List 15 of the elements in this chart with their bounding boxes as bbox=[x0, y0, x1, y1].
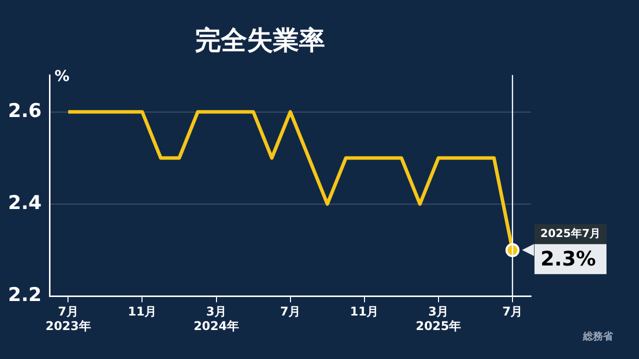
y-tick-label: 2.6 bbox=[8, 100, 42, 122]
x-tick-label: 11月 bbox=[128, 304, 157, 319]
x-tick-label: 3月 2024年 bbox=[194, 304, 239, 333]
x-tick-label: 7月 bbox=[502, 304, 523, 319]
y-axis-title: % bbox=[54, 66, 70, 85]
chart-title: 完全失業率 bbox=[195, 26, 325, 56]
text: 2025年7月 bbox=[540, 226, 601, 240]
x-tick-label: 7月 2023年 bbox=[45, 304, 91, 333]
y-tick-label: 2.4 bbox=[8, 192, 42, 214]
x-tick-label: 3月 2025年 bbox=[416, 304, 462, 333]
y-tick-label: 2.2 bbox=[8, 284, 42, 306]
x-tick-label: 7月 bbox=[280, 304, 301, 319]
text: 総務省 bbox=[582, 330, 614, 343]
x-tick-label: 11月 bbox=[350, 304, 379, 319]
data-label: 2.3% bbox=[540, 246, 596, 270]
